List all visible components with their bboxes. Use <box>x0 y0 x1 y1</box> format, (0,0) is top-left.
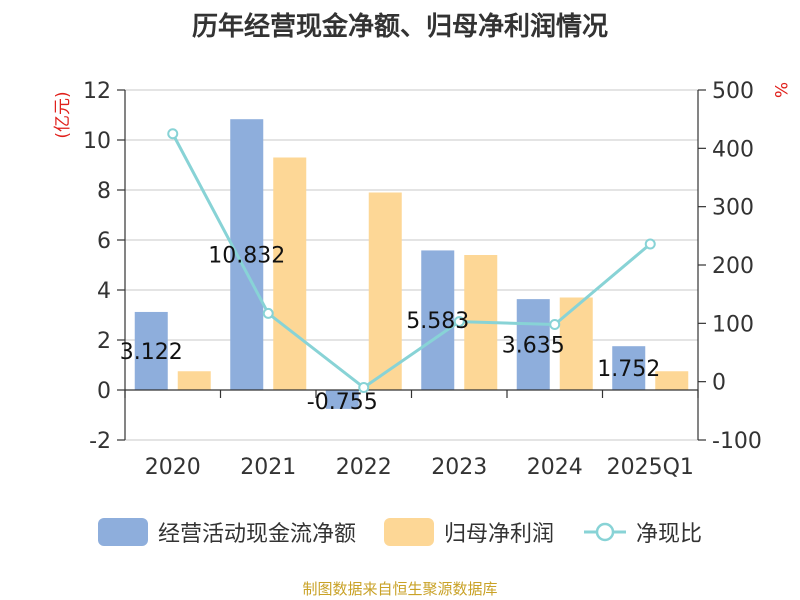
y-left-tick-label: 2 <box>97 329 111 354</box>
y-left-tick-label: 10 <box>83 129 111 154</box>
axes: -2 0 2 4 6 8 10 12 -100 0 100 200 300 400 500 2020 2021 2… <box>83 79 762 480</box>
x-tick-label: 2023 <box>431 455 487 480</box>
y-left-tick-label: 6 <box>97 229 111 254</box>
data-label: 3.635 <box>502 334 565 359</box>
legend-swatch-cashflow <box>97 518 148 546</box>
y-left-tick-label: 0 <box>97 379 111 404</box>
bar <box>177 371 211 390</box>
data-label: 5.583 <box>406 309 469 334</box>
ratio-line <box>167 128 656 393</box>
x-tick-label: 2025Q1 <box>607 455 694 480</box>
data-label: 10.832 <box>208 244 285 269</box>
bar <box>612 346 646 390</box>
x-tick-label: 2020 <box>145 455 201 480</box>
bar <box>516 299 550 390</box>
y-right-tick-label: 300 <box>712 196 754 221</box>
legend-label-profit: 归母净利润 <box>443 522 554 547</box>
data-label: 3.122 <box>120 340 183 365</box>
y-left-tick-label: 4 <box>97 279 111 304</box>
y-right-tick-label: 100 <box>712 312 754 337</box>
bar <box>655 371 689 390</box>
y-left-tick-label: 12 <box>83 79 111 104</box>
y-axis-right-label: % <box>770 82 790 98</box>
y-left-tick-label: -2 <box>89 429 111 454</box>
bar <box>421 250 455 390</box>
legend-item-ratio[interactable]: 净现比 <box>582 516 702 548</box>
ratio-point <box>262 307 274 319</box>
bar <box>134 311 168 390</box>
y-right-tick-label: 500 <box>712 79 754 104</box>
data-labels: 3.122 10.832 -0.755 5.583 3.635 1.752 <box>120 244 660 415</box>
y-right-tick-label: 400 <box>712 137 754 162</box>
grid-lines <box>125 89 698 441</box>
x-tick-label: 2024 <box>527 455 583 480</box>
legend: 经营活动现金流净额 归母净利润 净现比 <box>0 516 800 548</box>
ratio-line-path <box>171 133 652 390</box>
ratio-point <box>644 238 656 250</box>
ratio-point <box>167 128 179 140</box>
ratio-point <box>549 319 561 330</box>
ratio-point <box>358 382 370 393</box>
chart-title: 历年经营现金净额、归母净利润情况 <box>191 12 608 42</box>
legend-label-cashflow: 经营活动现金流净额 <box>157 522 356 547</box>
legend-line-icon <box>584 522 626 542</box>
y-right-tick-label: 0 <box>712 371 726 396</box>
legend-swatch-profit <box>383 518 434 546</box>
bar <box>559 297 593 390</box>
y-left-tick-label: 8 <box>97 179 111 204</box>
y-right-tick-label: 200 <box>712 254 754 279</box>
legend-label-ratio: 净现比 <box>636 522 703 547</box>
y-axis-left-label: (亿元) <box>53 91 73 138</box>
data-label: 1.752 <box>597 357 660 382</box>
source-note: 制图数据来自恒生聚源数据库 <box>302 580 498 598</box>
x-tick-label: 2021 <box>240 455 296 480</box>
x-tick-label: 2022 <box>336 455 392 480</box>
data-label: -0.755 <box>307 390 378 415</box>
ratio-point <box>453 316 465 328</box>
legend-item-profit[interactable]: 归母净利润 <box>383 516 554 548</box>
bar <box>325 390 359 409</box>
legend-item-cashflow[interactable]: 经营活动现金流净额 <box>97 516 356 548</box>
bar <box>368 192 402 390</box>
y-right-tick-label: -100 <box>712 429 762 454</box>
bar <box>273 157 307 390</box>
